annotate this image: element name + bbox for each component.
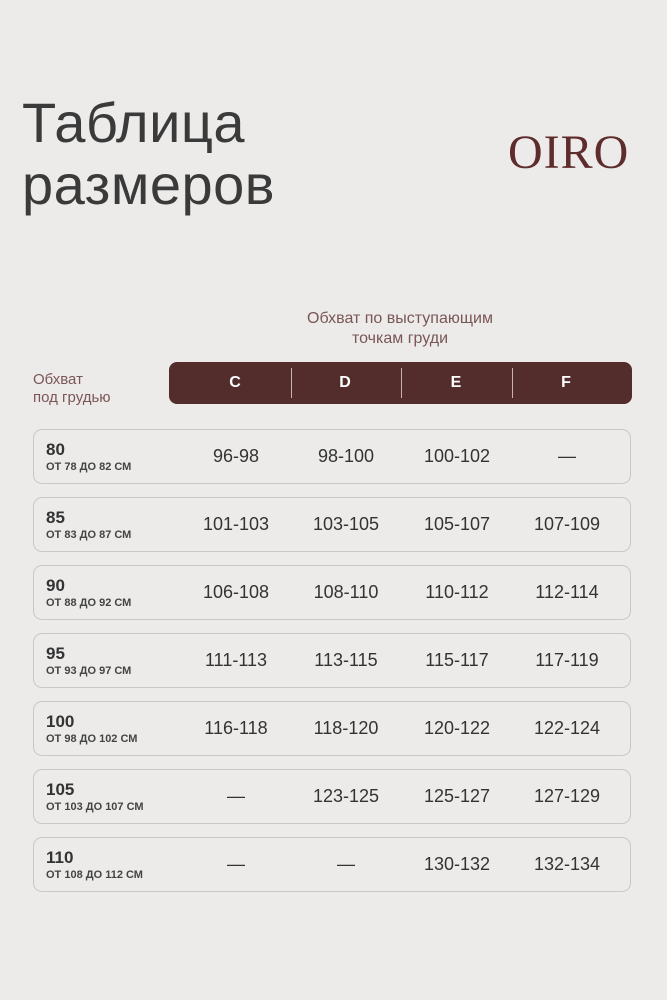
table-row: 80 ОТ 78 ДО 82 СМ 96-98 98-100 100-102 —	[33, 429, 631, 484]
bust-value-e: 120-122	[423, 718, 491, 738]
brand-logo: OIRO	[508, 126, 630, 179]
cup-c: C	[229, 374, 241, 391]
bust-value-c: —	[227, 854, 245, 874]
underbust-range: ОТ 93 ДО 97 СМ	[46, 665, 132, 677]
underbust-size: 110	[46, 848, 74, 867]
table-row: 100 ОТ 98 ДО 102 СМ 116-118 118-120 120-122…	[33, 701, 631, 756]
underbust-range: ОТ 108 ДО 112 СМ	[46, 869, 143, 881]
bust-label-line-1: Обхват по выступающим	[307, 310, 493, 327]
table-row: 105 ОТ 103 ДО 107 СМ — 123-125 125-127 127-1…	[33, 769, 631, 824]
page-title: Таблица размеров	[22, 92, 275, 216]
bust-value-d: 113-115	[314, 650, 378, 670]
cup-header-bar: C D E F	[169, 362, 632, 404]
bust-value-f: —	[558, 446, 576, 466]
bust-value-c: 96-98	[212, 446, 260, 466]
cup-f: F	[561, 374, 571, 391]
underbust-size: 105	[46, 780, 75, 799]
bust-value-f: 127-129	[533, 786, 601, 806]
underbust-size: 100	[46, 712, 75, 731]
bust-label: Обхват по выступающим точкам груди	[250, 309, 550, 349]
title-line-1: Таблица	[22, 91, 246, 154]
underbust-label: Обхват под грудью	[33, 371, 111, 407]
underbust-label-line-1: Обхват	[33, 371, 83, 388]
underbust-range: ОТ 88 ДО 92 СМ	[46, 597, 132, 609]
bust-value-f: 112-114	[535, 582, 599, 602]
bust-value-d: 123-125	[312, 786, 380, 806]
bust-value-d: 103-105	[312, 514, 380, 534]
bust-value-c: 106-108	[202, 582, 270, 602]
table-row: 85 ОТ 83 ДО 87 СМ 101-103 103-105 105-107 10…	[33, 497, 631, 552]
bust-value-e: 125-127	[423, 786, 491, 806]
underbust-size: 85	[46, 508, 65, 527]
divider	[291, 368, 292, 398]
table-row: 110 ОТ 108 ДО 112 СМ — — 130-132 132-134	[33, 837, 631, 892]
bust-value-d: 118-120	[313, 718, 379, 738]
bust-value-d: —	[337, 854, 355, 874]
bust-value-c: 116-118	[204, 718, 268, 738]
underbust-size: 90	[46, 576, 65, 595]
underbust-range: ОТ 103 ДО 107 СМ	[46, 801, 144, 813]
bust-value-e: 130-132	[423, 854, 491, 874]
bust-value-f: 122-124	[533, 718, 601, 738]
bust-value-c: 111-113	[204, 650, 268, 670]
bust-value-e: 110-112	[425, 582, 489, 602]
bust-value-c: 101-103	[202, 514, 270, 534]
bust-value-f: 107-109	[533, 514, 601, 534]
bust-label-line-2: точкам груди	[351, 330, 449, 347]
bust-value-d: 108-110	[313, 582, 379, 602]
bust-value-e: 100-102	[423, 446, 491, 466]
divider	[401, 368, 402, 398]
bust-value-d: 98-100	[317, 446, 375, 466]
cup-d: D	[339, 374, 351, 391]
divider	[512, 368, 513, 398]
underbust-range: ОТ 98 ДО 102 СМ	[46, 733, 138, 745]
underbust-size: 95	[46, 644, 65, 663]
bust-value-e: 105-107	[423, 514, 491, 534]
underbust-size: 80	[46, 440, 65, 459]
bust-value-f: 132-134	[533, 854, 601, 874]
bust-value-c: —	[227, 786, 245, 806]
bust-value-e: 115-117	[425, 650, 489, 670]
title-line-2: размеров	[22, 153, 276, 216]
underbust-label-line-2: под грудью	[33, 389, 111, 406]
bust-value-f: 117-119	[535, 650, 599, 670]
underbust-range: ОТ 78 ДО 82 СМ	[46, 461, 132, 473]
table-row: 95 ОТ 93 ДО 97 СМ 111-113 113-115 115-117 11…	[33, 633, 631, 688]
cup-e: E	[450, 374, 462, 391]
table-row: 90 ОТ 88 ДО 92 СМ 106-108 108-110 110-112 11…	[33, 565, 631, 620]
underbust-range: ОТ 83 ДО 87 СМ	[46, 529, 132, 541]
